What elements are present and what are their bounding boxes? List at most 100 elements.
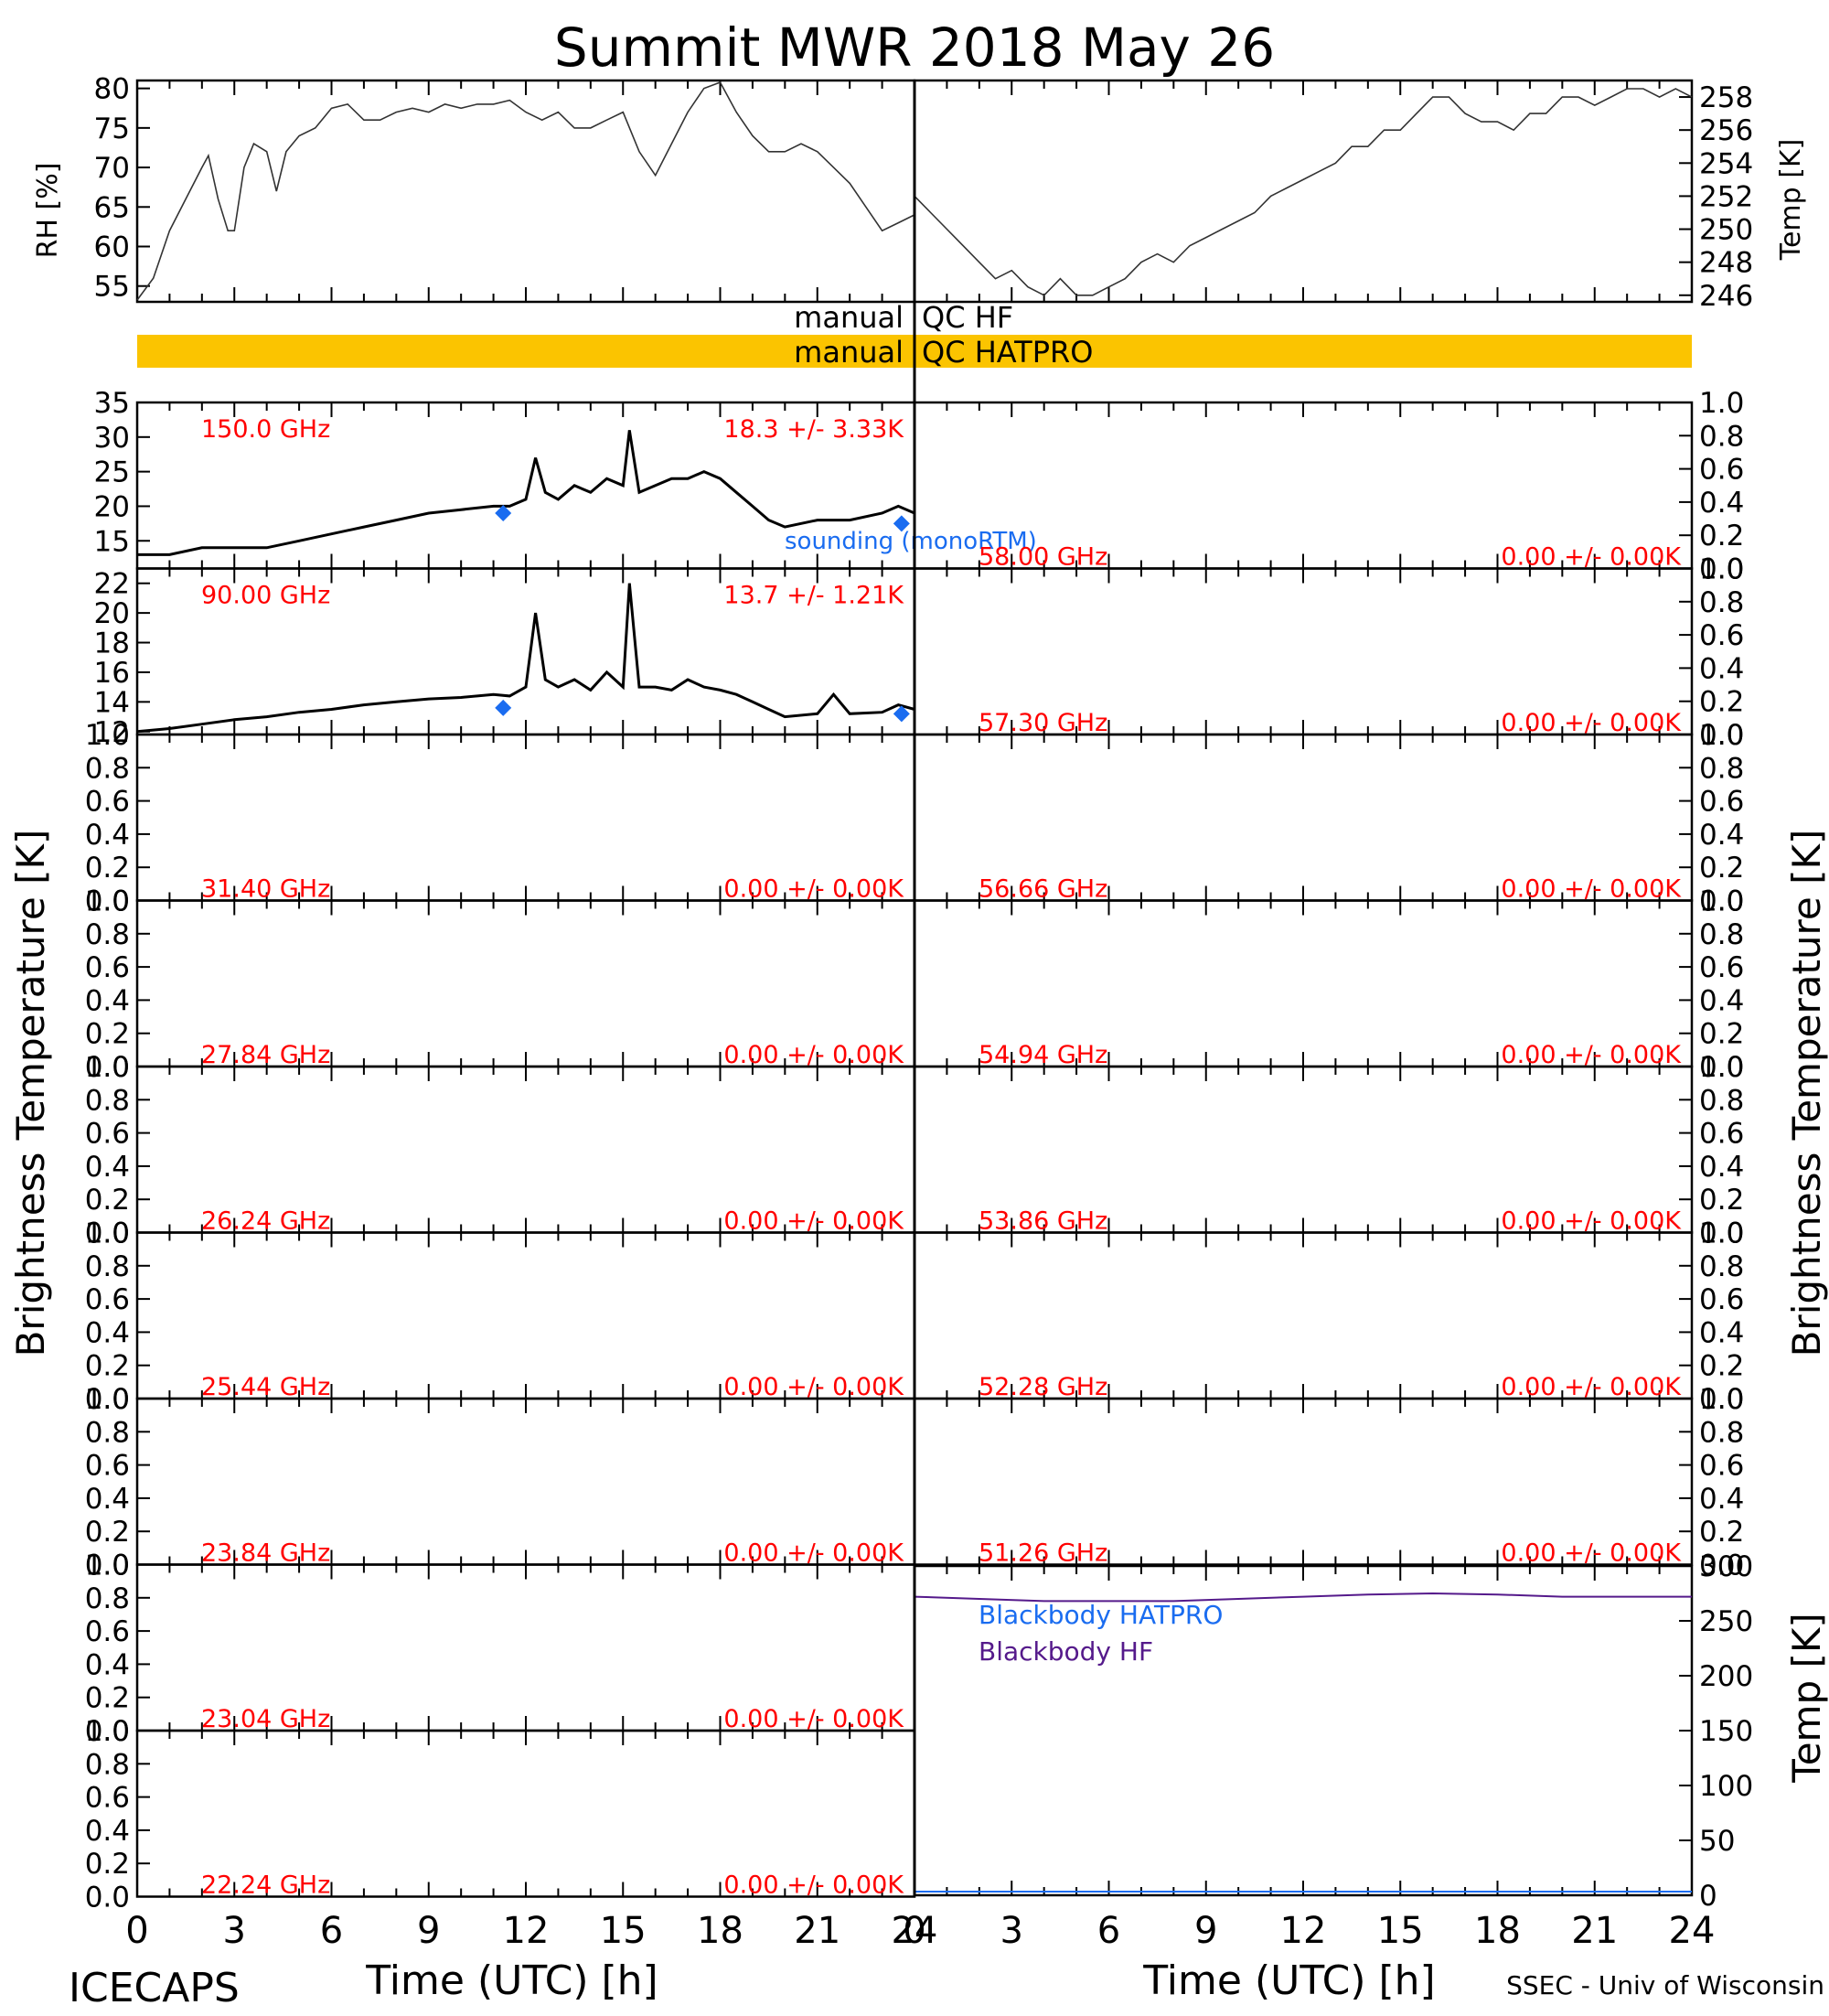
tb-31.40-panel-ytick-label: 1.0 (85, 719, 130, 752)
tb-23.84-panel-ytick-label: 0.6 (85, 1450, 130, 1483)
tb-27.84-panel-ytick-label: 0.6 (85, 951, 130, 984)
right-xtick-label: 21 (1571, 1910, 1618, 1952)
temp-panel-ytick-label: 248 (1699, 247, 1753, 280)
tb-23.84-panel-ytick-label: 0.8 (85, 1416, 130, 1449)
tb-23.04-stats-label: 0.00 +/- 0.00K (723, 1705, 904, 1733)
tb-150-sounding-point (495, 505, 512, 521)
tb-54.94-panel-ytick-label: 0.2 (1699, 1018, 1744, 1051)
right-xtick-label: 6 (1097, 1910, 1120, 1952)
tb-51.26-panel-ytick-label: 1.0 (1699, 1383, 1744, 1416)
tb-90-panel-ytick-label: 14 (94, 686, 130, 719)
left-xtick-label: 0 (125, 1910, 148, 1952)
tb-25.44-panel-ytick-label: 0.6 (85, 1283, 130, 1316)
tb-26.24-stats-label: 0.00 +/- 0.00K (723, 1207, 904, 1236)
tb-54.94-panel-ytick-label: 0.4 (1699, 984, 1744, 1017)
tb-26.24-panel-ytick-label: 0.0 (85, 1217, 130, 1250)
tb-23.04-panel-ytick-label: 1.0 (85, 1550, 130, 1582)
right-xtick-label: 0 (903, 1910, 925, 1952)
tb-53.86-panel-ytick-label: 0.0 (1699, 1217, 1744, 1250)
tb-23.84-panel-ytick-label: 0.4 (85, 1483, 130, 1516)
tb-54.94-panel-ytick-label: 0.0 (1699, 1051, 1744, 1084)
rh-panel-ytick-label: 60 (94, 231, 130, 264)
tb-53.86-panel-ytick-label: 1.0 (1699, 1051, 1744, 1084)
tb-51.26-stats-label: 0.00 +/- 0.00K (1501, 1539, 1682, 1568)
tb-90-panel-ytick-label: 20 (94, 597, 130, 630)
tb-150-panel-ytick-label: 20 (94, 490, 130, 523)
tb-51.26-panel-ytick-label: 0.2 (1699, 1516, 1744, 1549)
tb-150-panel-ytick-label: 35 (94, 387, 130, 420)
tb-150-stats-label: 18.3 +/- 3.33K (723, 415, 904, 444)
rh-panel-ytick-label: 70 (94, 152, 130, 185)
tb-51.26-panel-ytick-label: 0.4 (1699, 1483, 1744, 1516)
legend-blackbody-hf: Blackbody HF (979, 1636, 1153, 1667)
tb-25.44-panel-ytick-label: 0.2 (85, 1350, 130, 1383)
left-xtick-label: 24 (892, 1910, 938, 1952)
tb-22.24-panel-ytick-label: 0.6 (85, 1782, 130, 1815)
tb-31.40-panel-ytick-label: 0.4 (85, 819, 130, 852)
qc-hatpro-label-left: manual (794, 335, 904, 370)
tb-23.84-panel-ytick-label: 0.0 (85, 1550, 130, 1582)
tb-53.86-channel-label: 53.86 GHz (979, 1207, 1107, 1236)
tb-53.86-stats-label: 0.00 +/- 0.00K (1501, 1207, 1682, 1236)
tb-150-panel-ytick-label: 15 (94, 525, 130, 558)
tb-26.24-panel-ytick-label: 0.2 (85, 1184, 130, 1217)
tb-23.04-panel-ytick-label: 0.2 (85, 1682, 130, 1715)
y-label-tb-right: Brightness Temperature [K] (1784, 830, 1829, 1357)
temp-panel-frame (913, 79, 1694, 304)
tb-25.44-channel-label: 25.44 GHz (201, 1373, 330, 1401)
tb-22.24-stats-label: 0.00 +/- 0.00K (723, 1871, 904, 1900)
tb-23.04-channel-label: 23.04 GHz (201, 1705, 330, 1733)
right-xtick-label: 12 (1280, 1910, 1327, 1952)
temp-series-line (914, 88, 1693, 296)
tb-52.28-channel-label: 52.28 GHz (979, 1373, 1107, 1401)
tb-58.00-panel-ytick-label: 0.8 (1699, 420, 1744, 453)
right-xtick-label: 3 (1000, 1910, 1023, 1952)
rh-panel-ytick-label: 80 (94, 73, 130, 106)
tb-52.28-panel-ytick-label: 0.8 (1699, 1250, 1744, 1283)
footer-icecaps: ICECAPS (69, 1965, 240, 2011)
left-xtick-label: 6 (320, 1910, 343, 1952)
tb-150-panel-ytick-label: 30 (94, 422, 130, 455)
tb-53.86-panel-ytick-label: 0.8 (1699, 1084, 1744, 1117)
temp-panel-ytick-label: 246 (1699, 280, 1753, 313)
temp-panel-ytick-label: 256 (1699, 114, 1753, 147)
tb-31.40-panel-ytick-label: 0.8 (85, 752, 130, 785)
tb-58.00-panel-ytick-label: 0.2 (1699, 520, 1744, 552)
tb-22.24-panel-ytick-label: 0.2 (85, 1848, 130, 1881)
tb-27.84-stats-label: 0.00 +/- 0.00K (723, 1041, 904, 1069)
tb-54.94-stats-label: 0.00 +/- 0.00K (1501, 1041, 1682, 1069)
blackbody-panel-ytick-label: 50 (1699, 1825, 1735, 1858)
rh-panel-ytick-label: 75 (94, 113, 130, 145)
tb-53.86-panel-ytick-label: 0.4 (1699, 1151, 1744, 1184)
tb-90-panel-ytick-label: 18 (94, 627, 130, 660)
qc-hatpro-label-right: QC HATPRO (922, 335, 1093, 370)
tb-27.84-panel-ytick-label: 0.8 (85, 918, 130, 951)
tb-31.40-panel-ytick-label: 0.6 (85, 786, 130, 819)
tb-53.86-panel-ytick-label: 0.6 (1699, 1118, 1744, 1151)
tb-53.86-panel-ytick-label: 0.2 (1699, 1184, 1744, 1217)
tb-57.30-channel-label: 57.30 GHz (979, 709, 1107, 737)
tb-57.30-panel-ytick-label: 0.6 (1699, 619, 1744, 652)
tb-56.66-channel-label: 56.66 GHz (979, 875, 1107, 904)
tb-27.84-panel-ytick-label: 0.0 (85, 1051, 130, 1084)
tb-25.44-stats-label: 0.00 +/- 0.00K (723, 1373, 904, 1401)
left-xtick-label: 21 (794, 1910, 840, 1952)
tb-57.30-panel-ytick-label: 0.8 (1699, 586, 1744, 619)
tb-23.04-panel-ytick-label: 0.8 (85, 1582, 130, 1615)
tb-58.00-channel-label: 58.00 GHz (979, 543, 1107, 572)
tb-150-sounding-point (893, 515, 910, 532)
tb-22.24-channel-label: 22.24 GHz (201, 1871, 330, 1900)
tb-58.00-panel-ytick-label: 0.4 (1699, 487, 1744, 520)
tb-56.66-stats-label: 0.00 +/- 0.00K (1501, 875, 1682, 904)
tb-31.40-channel-label: 31.40 GHz (201, 875, 330, 904)
qc-hf-label-left: manual (794, 300, 904, 335)
y-label-tb-left: Brightness Temperature [K] (8, 830, 53, 1357)
tb-31.40-stats-label: 0.00 +/- 0.00K (723, 875, 904, 904)
tb-51.26-panel-ytick-label: 0.8 (1699, 1416, 1744, 1449)
tb-57.30-panel-ytick-label: 1.0 (1699, 553, 1744, 586)
tb-52.28-panel-ytick-label: 0.2 (1699, 1350, 1744, 1383)
left-xtick-label: 12 (503, 1910, 550, 1952)
tb-57.30-panel-ytick-label: 0.0 (1699, 719, 1744, 752)
rh-panel-ytick-label: 65 (94, 191, 130, 224)
tb-90-series-line (136, 583, 915, 734)
